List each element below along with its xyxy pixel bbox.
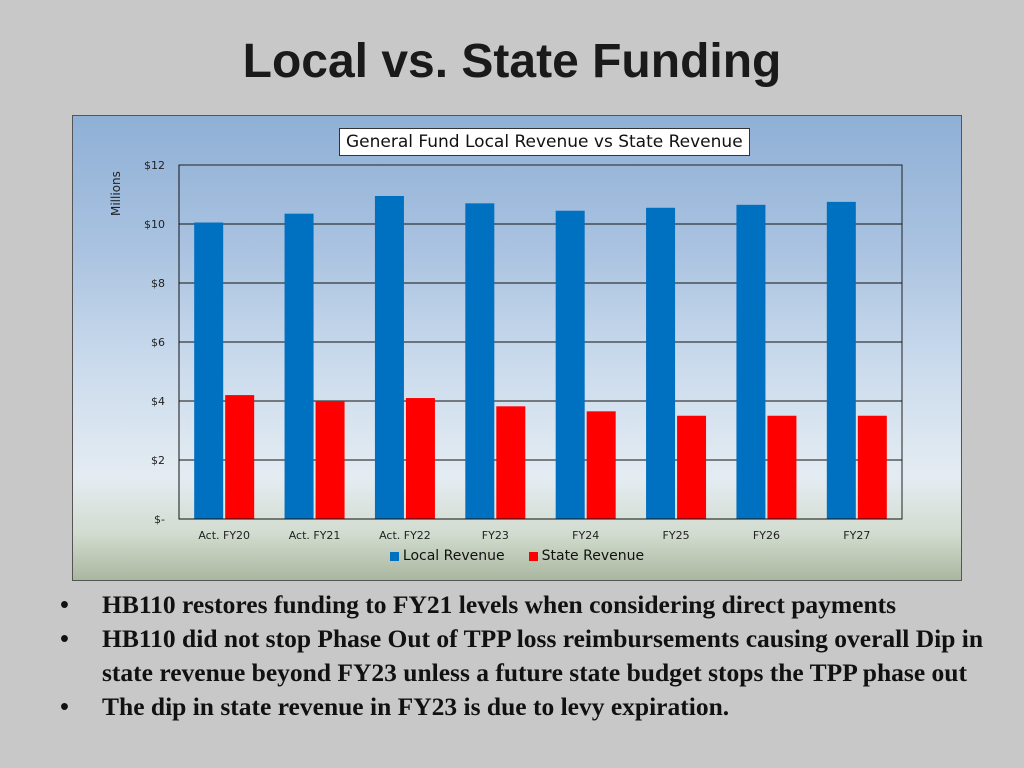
state-revenue-bar	[405, 398, 435, 519]
bullet-text: The dip in state revenue in FY23 is due …	[102, 692, 730, 721]
legend-label: Local Revenue	[402, 548, 505, 564]
legend-swatch	[389, 551, 399, 561]
local-revenue-bar	[465, 203, 495, 519]
x-tick-label: FY25	[663, 529, 690, 542]
legend-item-state-revenue: State Revenue	[528, 548, 645, 564]
y-tick-label: $10	[144, 218, 165, 231]
bullet-text: HB110 did not stop Phase Out of TPP loss…	[102, 624, 984, 687]
x-tick-label: FY26	[753, 529, 780, 542]
state-revenue-bar	[225, 395, 255, 519]
bullet-item: • HB110 restores funding to FY21 levels w…	[60, 588, 1010, 622]
bullet-marker: •	[60, 625, 69, 653]
state-revenue-bar	[677, 415, 707, 519]
chart-title: General Fund Local Revenue vs State Reve…	[339, 128, 750, 156]
legend-swatch	[528, 551, 538, 561]
state-revenue-bar	[857, 415, 887, 519]
legend-item-local-revenue: Local Revenue	[389, 548, 505, 564]
local-revenue-bar	[646, 207, 676, 519]
local-revenue-bar	[374, 195, 404, 519]
y-tick-label: $12	[144, 159, 165, 172]
state-revenue-bar	[496, 406, 526, 519]
local-revenue-bar	[555, 210, 585, 519]
x-tick-label: Act. FY21	[289, 529, 341, 542]
x-tick-label: FY27	[843, 529, 870, 542]
y-tick-label: $8	[151, 277, 165, 290]
local-revenue-bar	[826, 201, 856, 519]
y-tick-label: $2	[151, 454, 165, 467]
local-revenue-bar	[284, 213, 314, 520]
bullet-marker: •	[60, 693, 69, 721]
y-tick-label: $-	[154, 513, 165, 526]
chart-legend: Local Revenue State Revenue	[73, 548, 961, 564]
slide-title: Local vs. State Funding	[242, 35, 782, 88]
state-revenue-bar	[767, 415, 797, 519]
bullet-item: • The dip in state revenue in FY23 is due…	[60, 690, 1010, 724]
y-tick-label: $6	[151, 336, 165, 349]
bar-chart-plot: $- $2 $4 $6 $8 $10 $12 Act. FY20 Act. FY21 Act. F…	[144, 159, 903, 542]
state-revenue-bar	[315, 401, 345, 519]
local-revenue-bar	[736, 204, 766, 519]
bullet-item: • HB110 did not stop Phase Out of TPP los…	[60, 622, 1010, 690]
chart-area: General Fund Local Revenue vs State Reve…	[72, 115, 962, 581]
state-revenue-bar	[586, 411, 616, 519]
x-tick-label: FY24	[572, 529, 599, 542]
y-tick-label: $4	[151, 395, 165, 408]
bullet-list: • HB110 restores funding to FY21 levels w…	[60, 588, 1010, 724]
x-tick-label: Act. FY22	[379, 529, 431, 542]
legend-label: State Revenue	[541, 548, 645, 564]
x-tick-label: Act. FY20	[198, 529, 250, 542]
x-tick-label: FY23	[482, 529, 509, 542]
bullet-marker: •	[60, 591, 69, 619]
local-revenue-bar	[194, 222, 224, 519]
bullet-text: HB110 restores funding to FY21 levels wh…	[102, 590, 897, 619]
